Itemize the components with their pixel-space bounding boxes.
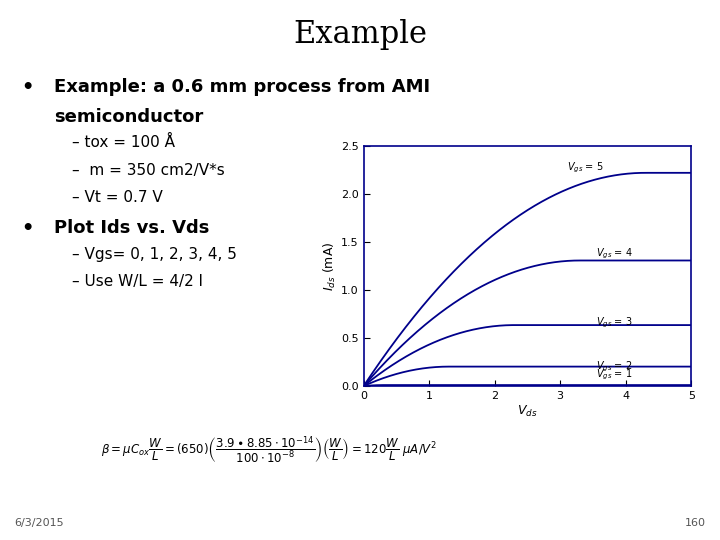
Text: $V_{gs}$ = 3: $V_{gs}$ = 3 xyxy=(596,316,633,330)
Text: •: • xyxy=(22,78,34,97)
Text: $V_{gs}$ = 2: $V_{gs}$ = 2 xyxy=(596,359,633,374)
Text: $\beta = \mu C_{ox}\dfrac{W}{L} = (650)\left(\dfrac{3.9 \bullet 8.85 \cdot 10^{-: $\beta = \mu C_{ox}\dfrac{W}{L} = (650)\… xyxy=(101,435,437,466)
Text: $V_{gs}$ = 4: $V_{gs}$ = 4 xyxy=(596,247,633,261)
Text: –  m = 350 cm2/V*s: – m = 350 cm2/V*s xyxy=(72,163,225,178)
Text: •: • xyxy=(22,219,34,238)
Text: Example: a 0.6 mm process from AMI: Example: a 0.6 mm process from AMI xyxy=(54,78,430,96)
Y-axis label: $I_{ds}$ (mA): $I_{ds}$ (mA) xyxy=(322,241,338,291)
X-axis label: $V_{ds}$: $V_{ds}$ xyxy=(517,404,538,419)
Text: 160: 160 xyxy=(685,518,706,528)
Text: Plot Ids vs. Vds: Plot Ids vs. Vds xyxy=(54,219,210,237)
Text: – tox = 100 Å: – tox = 100 Å xyxy=(72,135,175,150)
Text: – Vgs= 0, 1, 2, 3, 4, 5: – Vgs= 0, 1, 2, 3, 4, 5 xyxy=(72,247,237,262)
Text: semiconductor: semiconductor xyxy=(54,108,203,126)
Text: $V_{gs}$ = 1: $V_{gs}$ = 1 xyxy=(596,368,633,382)
Text: – Vt = 0.7 V: – Vt = 0.7 V xyxy=(72,190,163,205)
Text: Example: Example xyxy=(293,19,427,50)
Text: – Use W/L = 4/2 l: – Use W/L = 4/2 l xyxy=(72,274,203,289)
Text: 6/3/2015: 6/3/2015 xyxy=(14,518,64,528)
Text: $V_{gs}$ = 5: $V_{gs}$ = 5 xyxy=(567,160,603,174)
